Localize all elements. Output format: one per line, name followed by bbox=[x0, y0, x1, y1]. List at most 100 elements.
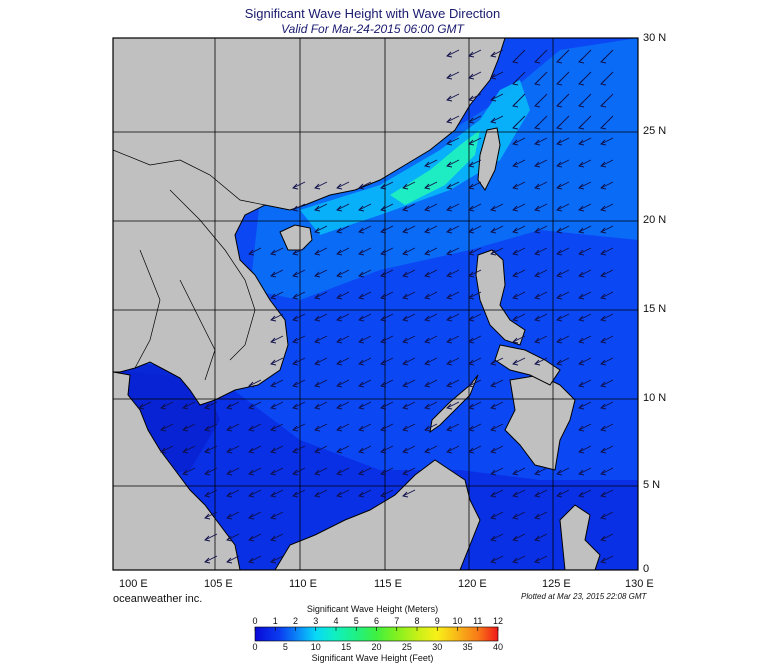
wave-arrow bbox=[226, 467, 240, 475]
wave-arrow-head bbox=[380, 249, 387, 256]
wave-arrow bbox=[292, 269, 306, 277]
wave-arrow bbox=[160, 445, 174, 453]
wave-arrow bbox=[336, 225, 350, 233]
wave-arrow bbox=[380, 379, 394, 387]
wave-arrow bbox=[468, 225, 482, 233]
wave-arrow bbox=[402, 445, 416, 453]
wave-arrow-head bbox=[512, 161, 519, 168]
wave-arrow bbox=[226, 489, 240, 497]
wave-arrow-head bbox=[556, 139, 563, 146]
wave-arrow-head bbox=[578, 123, 585, 130]
wave-arrow bbox=[446, 269, 460, 277]
wave-arrow-head bbox=[556, 491, 563, 498]
wave-arrow-head bbox=[358, 447, 365, 454]
wave-arrow bbox=[402, 489, 416, 497]
wave-arrow bbox=[336, 247, 350, 255]
wave-arrow-head bbox=[270, 491, 277, 498]
wave-arrow bbox=[534, 159, 548, 167]
wave-arrow-head bbox=[446, 73, 453, 80]
wave-arrow-head bbox=[490, 51, 497, 58]
wave-arrow-head bbox=[336, 271, 343, 278]
wave-arrow bbox=[600, 467, 614, 475]
wave-arrow bbox=[512, 335, 526, 343]
wave-arrow-head bbox=[314, 359, 321, 366]
wave-arrow-head bbox=[380, 293, 387, 300]
wave-arrow bbox=[424, 181, 438, 189]
wave-arrow-head bbox=[556, 123, 563, 130]
wave-arrow-head bbox=[402, 425, 409, 432]
wave-arrow bbox=[600, 335, 614, 343]
wave-arrow bbox=[490, 511, 504, 519]
wave-arrow-head bbox=[270, 249, 277, 256]
wave-arrow bbox=[468, 379, 482, 387]
wave-arrow-head bbox=[424, 359, 431, 366]
wave-arrow bbox=[468, 93, 482, 101]
wave-arrow-head bbox=[600, 381, 607, 388]
wave-arrow-head bbox=[468, 51, 475, 58]
wave-arrow bbox=[534, 247, 548, 255]
meters-tick: 5 bbox=[353, 616, 359, 626]
feet-tick: 10 bbox=[310, 642, 321, 652]
wave-arrow-head bbox=[336, 469, 343, 476]
wave-arrow bbox=[358, 489, 372, 497]
wave-arrow bbox=[292, 467, 306, 475]
wave-arrow bbox=[556, 357, 570, 365]
wave-arrow-head bbox=[600, 337, 607, 344]
wave-arrow-head bbox=[402, 447, 409, 454]
wave-arrow-head bbox=[270, 271, 277, 278]
wave-arrow bbox=[358, 313, 372, 321]
wave-arrow bbox=[490, 379, 504, 387]
wave-arrow bbox=[270, 445, 284, 453]
wave-arrow bbox=[226, 533, 240, 541]
meters-tick: 7 bbox=[394, 616, 400, 626]
wave-arrow bbox=[138, 401, 152, 409]
wave-arrow bbox=[468, 445, 482, 453]
wave-arrow-head bbox=[468, 403, 475, 410]
wave-arrow bbox=[600, 181, 614, 189]
wave-arrow bbox=[468, 115, 482, 123]
wave-arrow-head bbox=[270, 359, 277, 366]
wave-arrow-head bbox=[490, 227, 497, 234]
lon-label-120e: 120 E bbox=[458, 578, 487, 590]
wave-arrow-head bbox=[270, 557, 277, 564]
wave-arrow bbox=[314, 181, 328, 189]
wave-arrow-head bbox=[512, 535, 519, 542]
wave-arrow-head bbox=[600, 57, 607, 64]
wave-arrow-head bbox=[380, 315, 387, 322]
wave-arrow bbox=[534, 555, 548, 563]
wave-arrow-head bbox=[314, 183, 321, 190]
wave-arrow bbox=[600, 137, 614, 145]
borneo-island bbox=[274, 459, 481, 570]
wave-arrow bbox=[292, 313, 306, 321]
wave-arrow-head bbox=[446, 183, 453, 190]
wave-arrow-head bbox=[248, 249, 255, 256]
wave-arrow-head bbox=[380, 337, 387, 344]
wave-arrow-head bbox=[578, 57, 585, 64]
wave-arrow-head bbox=[490, 249, 497, 256]
wave-arrow bbox=[468, 49, 482, 57]
wave-arrow bbox=[358, 401, 372, 409]
wave-arrow-head bbox=[402, 227, 409, 234]
wave-arrow bbox=[578, 159, 592, 167]
wave-arrow-head bbox=[600, 403, 607, 410]
wave-arrow-head bbox=[556, 183, 563, 190]
wave-arrow bbox=[402, 181, 416, 189]
wave-arrow-head bbox=[534, 271, 541, 278]
wave-arrow-head bbox=[490, 513, 497, 520]
wave-arrow bbox=[424, 313, 438, 321]
wave-arrow-head bbox=[248, 557, 255, 564]
lat-label-10n: 10 N bbox=[643, 392, 667, 404]
wave-arrow-head bbox=[204, 513, 211, 520]
wave-arrow bbox=[424, 357, 438, 365]
wave-arrow bbox=[380, 335, 394, 343]
wave-arrow-head bbox=[292, 447, 299, 454]
wave-arrow bbox=[468, 335, 482, 343]
wave-arrow bbox=[424, 445, 438, 453]
feet-tick: 0 bbox=[252, 642, 258, 652]
wave-arrow bbox=[292, 445, 306, 453]
wave-arrow bbox=[424, 379, 438, 387]
wave-arrow bbox=[468, 71, 482, 79]
wave-arrow bbox=[270, 357, 284, 365]
wave-arrow bbox=[314, 313, 328, 321]
wave-arrow-head bbox=[556, 205, 563, 212]
